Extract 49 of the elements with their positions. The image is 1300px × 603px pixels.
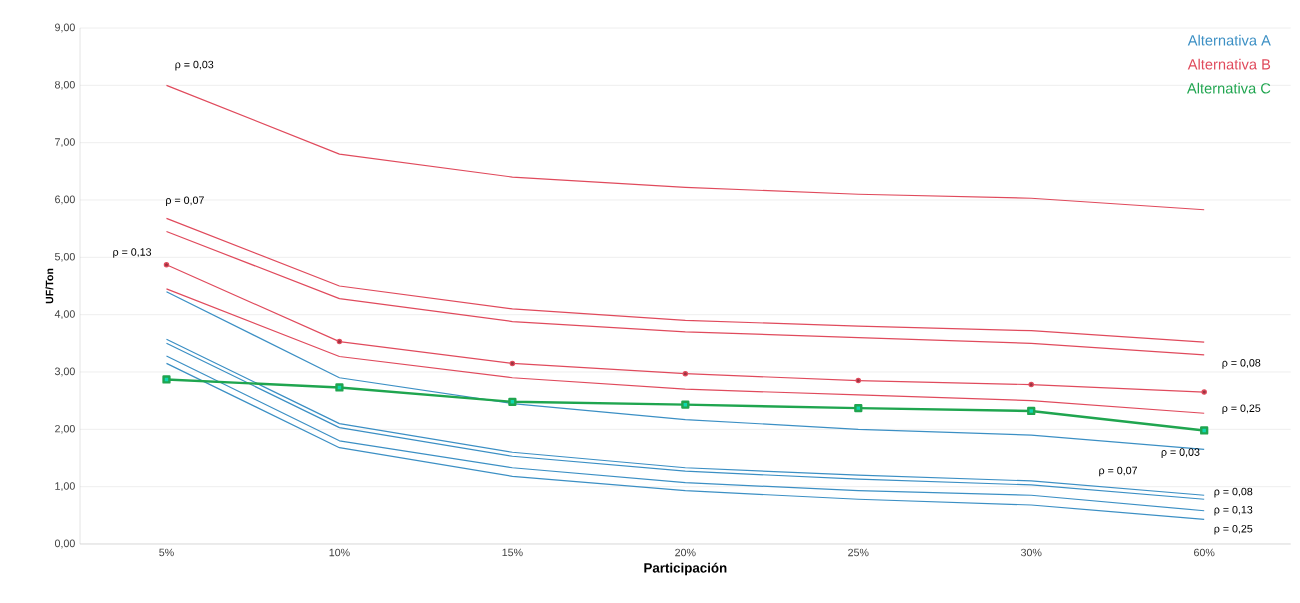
- y-tick-label: 7,00: [55, 138, 75, 148]
- y-tick-label: 1,00: [55, 482, 75, 492]
- point: [1201, 389, 1207, 395]
- annotation: ρ = 0,03: [1161, 448, 1200, 459]
- line-series: [165, 231, 1205, 356]
- annotation: ρ = 0,25: [1222, 404, 1261, 415]
- x-tick-label: 15%: [502, 548, 523, 557]
- point: [509, 360, 516, 367]
- annotation: ρ = 0,13: [1214, 506, 1253, 516]
- x-tick-label: 60%: [1194, 548, 1215, 557]
- annotation: ρ = 0,08: [1214, 487, 1253, 498]
- y-axis-title: UF/Ton: [45, 268, 54, 304]
- line-series: [165, 288, 1205, 415]
- y-tick-label: 0,00: [54, 539, 75, 549]
- x-tick-label: 30%: [1020, 548, 1042, 557]
- y-tick-label: 5,00: [54, 253, 75, 262]
- point: [1200, 426, 1209, 435]
- x-tick-label: 5%: [159, 548, 174, 557]
- y-tick-label: 8,00: [55, 81, 75, 90]
- point: [855, 378, 862, 384]
- annotation: ρ = 0,07: [166, 196, 204, 207]
- y-tick-label: 2,00: [55, 425, 75, 434]
- x-tick-label: 10%: [329, 548, 350, 557]
- annotation: ρ = 0,03: [175, 60, 214, 71]
- annotation: ρ = 0,13: [113, 248, 152, 259]
- y-tick-label: 4,00: [54, 310, 75, 320]
- text: Alternativa B: [1187, 58, 1271, 70]
- x-tick-label: 25%: [848, 548, 869, 557]
- y-tick-label: 3,00: [54, 367, 75, 377]
- point: [336, 339, 343, 345]
- point: [1028, 382, 1034, 388]
- annotation: ρ = 0,07: [1099, 466, 1137, 477]
- point: [163, 262, 170, 268]
- point: [682, 371, 689, 377]
- y-tick-label: 9,00: [55, 23, 75, 33]
- point: [335, 383, 344, 392]
- point: [1027, 407, 1036, 416]
- x-tick-label: 20%: [675, 548, 696, 557]
- x-axis-title: Participación: [644, 562, 727, 576]
- point: [508, 397, 517, 407]
- annotation: ρ = 0,08: [1222, 359, 1261, 369]
- text: Alternativa A: [1187, 34, 1271, 46]
- text: Alternativa C: [1186, 82, 1271, 94]
- line-series: [165, 217, 1205, 343]
- point: [162, 375, 171, 384]
- y-tick-label: 6,00: [55, 195, 75, 205]
- point: [681, 400, 690, 409]
- point: [854, 404, 863, 413]
- annotation: ρ = 0,25: [1214, 525, 1253, 535]
